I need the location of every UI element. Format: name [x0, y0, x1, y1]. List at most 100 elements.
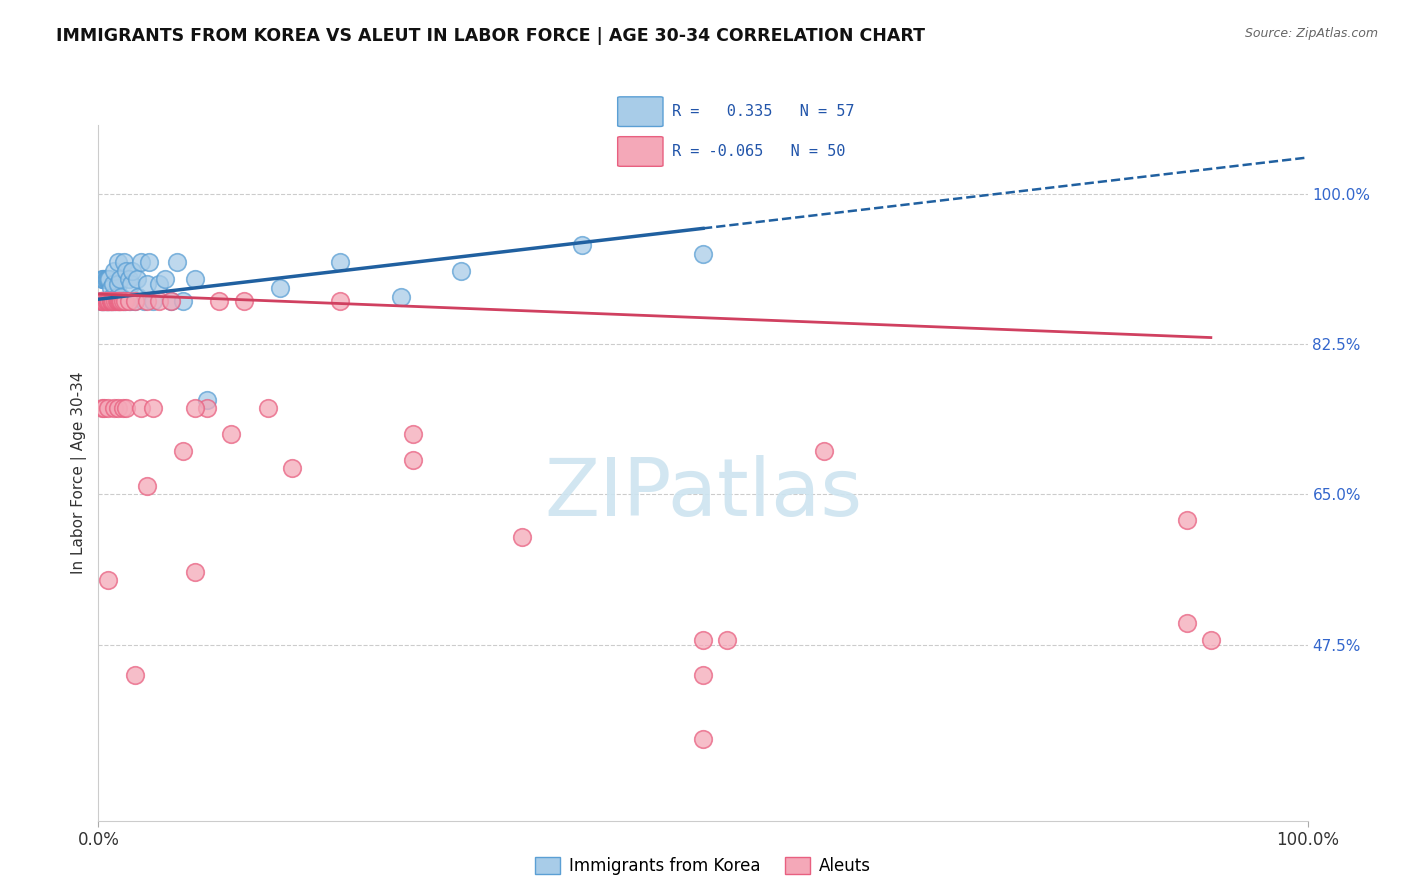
Point — [281, 461, 304, 475]
Point — [108, 272, 131, 286]
Point — [112, 255, 135, 269]
Text: ZIPatlas: ZIPatlas — [544, 455, 862, 533]
Point — [118, 272, 141, 286]
Point — [692, 633, 714, 648]
Point — [111, 293, 134, 308]
Point — [114, 293, 136, 308]
Point — [329, 293, 352, 308]
Point — [108, 293, 131, 308]
Point — [100, 293, 122, 308]
Point — [716, 633, 738, 648]
Point — [135, 478, 157, 492]
Point — [121, 264, 143, 278]
Point — [111, 401, 134, 416]
Point — [100, 290, 122, 304]
Point — [172, 293, 194, 308]
Point — [148, 293, 170, 308]
Point — [93, 272, 115, 286]
Legend: Immigrants from Korea, Aleuts: Immigrants from Korea, Aleuts — [529, 850, 877, 882]
Point — [269, 281, 291, 295]
Point — [108, 293, 131, 308]
Text: R = -0.065   N = 50: R = -0.065 N = 50 — [672, 144, 845, 159]
Point — [93, 401, 115, 416]
Point — [105, 293, 128, 308]
FancyBboxPatch shape — [617, 97, 664, 127]
Point — [105, 290, 128, 304]
Point — [692, 667, 714, 681]
Point — [103, 401, 125, 416]
Point — [142, 293, 165, 308]
Point — [813, 444, 835, 458]
Point — [108, 293, 131, 308]
Point — [96, 293, 118, 308]
Point — [450, 264, 472, 278]
Point — [110, 293, 132, 308]
Point — [91, 293, 114, 308]
Point — [138, 255, 160, 269]
Point — [195, 401, 218, 416]
Point — [195, 392, 218, 407]
Point — [97, 401, 120, 416]
Point — [184, 272, 207, 286]
Point — [120, 277, 142, 291]
Point — [402, 427, 425, 442]
Point — [166, 255, 188, 269]
Point — [115, 401, 138, 416]
Point — [129, 401, 152, 416]
Point — [160, 293, 183, 308]
Point — [104, 293, 127, 308]
Point — [91, 272, 114, 286]
Point — [107, 401, 129, 416]
Point — [127, 272, 149, 286]
Point — [91, 401, 114, 416]
Point — [98, 293, 121, 308]
Point — [96, 272, 118, 286]
Text: IMMIGRANTS FROM KOREA VS ALEUT IN LABOR FORCE | AGE 30-34 CORRELATION CHART: IMMIGRANTS FROM KOREA VS ALEUT IN LABOR … — [56, 27, 925, 45]
Point — [135, 277, 157, 291]
Point — [110, 290, 132, 304]
Point — [100, 281, 122, 295]
Point — [148, 277, 170, 291]
Point — [389, 290, 412, 304]
FancyBboxPatch shape — [617, 136, 664, 166]
Point — [96, 293, 118, 308]
Point — [94, 272, 117, 286]
Point — [104, 293, 127, 308]
Point — [101, 293, 124, 308]
Point — [93, 293, 115, 308]
Point — [1175, 513, 1198, 527]
Point — [98, 272, 121, 286]
Point — [208, 293, 231, 308]
Point — [91, 293, 114, 308]
Point — [256, 401, 278, 416]
Point — [115, 264, 138, 278]
Point — [184, 401, 207, 416]
Point — [94, 293, 117, 308]
Point — [124, 293, 146, 308]
Point — [101, 293, 124, 308]
Point — [124, 293, 146, 308]
Point — [97, 272, 120, 286]
Y-axis label: In Labor Force | Age 30-34: In Labor Force | Age 30-34 — [72, 371, 87, 574]
Point — [692, 732, 714, 747]
Point — [107, 255, 129, 269]
Point — [90, 293, 112, 308]
Point — [153, 272, 176, 286]
Point — [692, 246, 714, 260]
Point — [118, 293, 141, 308]
Point — [111, 293, 134, 308]
Point — [100, 293, 122, 308]
Point — [142, 401, 165, 416]
Point — [1175, 616, 1198, 631]
Point — [107, 293, 129, 308]
Point — [172, 444, 194, 458]
Point — [103, 264, 125, 278]
Point — [221, 427, 243, 442]
Point — [118, 293, 141, 308]
Point — [97, 293, 120, 308]
Point — [94, 293, 117, 308]
Point — [97, 573, 120, 587]
Point — [402, 453, 425, 467]
Point — [98, 293, 121, 308]
Point — [124, 667, 146, 681]
